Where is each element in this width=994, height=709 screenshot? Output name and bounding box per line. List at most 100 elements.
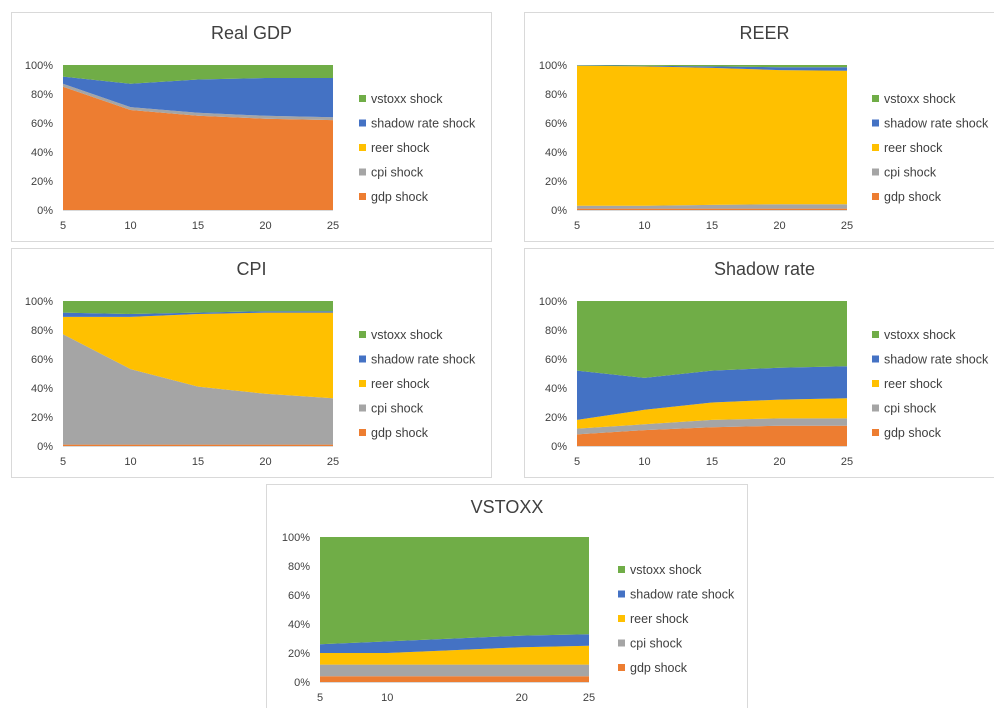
legend-label-vstoxx-shock: vstoxx shock [884, 328, 956, 342]
x-tick-label: 20 [773, 220, 785, 232]
x-tick-label: 5 [60, 220, 66, 232]
legend-swatch-reer-shock [618, 615, 625, 622]
x-tick-label: 5 [317, 692, 323, 704]
y-tick-label: 0% [37, 205, 53, 217]
y-tick-label: 40% [31, 383, 53, 395]
legend-label-shadow-rate-shock: shadow rate shock [884, 353, 989, 367]
y-tick-label: 80% [31, 325, 53, 337]
legend-label-gdp-shock: gdp shock [371, 190, 429, 204]
legend-swatch-reer-shock [872, 144, 879, 151]
area-gdp-shock [577, 208, 847, 210]
x-tick-label: 15 [192, 220, 204, 232]
area-vstoxx-shock [63, 65, 333, 84]
legend: vstoxx shock shadow rate shock reer shock c… [872, 328, 989, 440]
y-tick-label: 0% [551, 441, 567, 453]
y-tick-label: 40% [545, 383, 567, 395]
x-tick-label: 10 [638, 220, 650, 232]
legend-label-vstoxx-shock: vstoxx shock [630, 563, 702, 577]
x-tick-label: 15 [192, 456, 204, 468]
y-tick-label: 80% [31, 89, 53, 101]
x-tick-label: 10 [124, 456, 136, 468]
y-tick-label: 20% [288, 648, 310, 660]
legend-swatch-cpi-shock [872, 168, 879, 176]
area-vstoxx-shock [577, 301, 847, 378]
chart-title: Shadow rate [713, 259, 816, 279]
x-tick-label: 20 [773, 456, 785, 468]
legend-label-shadow-rate-shock: shadow rate shock [371, 353, 476, 367]
x-tick-label: 10 [381, 692, 393, 704]
y-tick-label: 60% [288, 590, 310, 602]
legend-label-shadow-rate-shock: shadow rate shock [630, 588, 735, 602]
area-gdp-shock [320, 676, 589, 682]
y-tick-label: 100% [282, 532, 310, 544]
x-tick-label: 25 [841, 456, 853, 468]
legend-label-cpi-shock: cpi shock [884, 166, 937, 180]
y-tick-label: 60% [545, 354, 567, 366]
legend-label-shadow-rate-shock: shadow rate shock [884, 117, 989, 131]
legend-swatch-gdp-shock [359, 429, 366, 436]
area-shadow-rate-shock [63, 311, 333, 317]
area-cpi-shock [577, 418, 847, 435]
area-cpi-shock [63, 334, 333, 445]
area-cpi-shock [320, 664, 589, 677]
area-gdp-shock [577, 425, 847, 446]
area-shadow-rate-shock [577, 65, 847, 71]
y-tick-label: 60% [31, 354, 53, 366]
area-gdp-shock [63, 86, 333, 210]
y-tick-label: 60% [31, 118, 53, 130]
chart-title: Real GDP [210, 23, 293, 43]
legend-label-cpi-shock: cpi shock [371, 402, 424, 416]
area-reer-shock [577, 65, 847, 206]
area-reer-shock [320, 645, 589, 665]
legend-swatch-reer-shock [359, 380, 366, 387]
legend-label-gdp-shock: gdp shock [630, 661, 688, 675]
legend: vstoxx shock shadow rate shock reer shock c… [359, 328, 476, 440]
legend-swatch-shadow-rate-shock [359, 119, 366, 127]
legend-label-reer-shock: reer shock [371, 141, 430, 155]
legend-label-vstoxx-shock: vstoxx shock [371, 328, 443, 342]
chart-panel-cpi: CPI 0% 20% 40% 60% 80% 100% 5 10 15 20 25 vstoxx sh… [11, 248, 492, 478]
legend-label-cpi-shock: cpi shock [884, 402, 937, 416]
legend-swatch-vstoxx-shock [872, 95, 879, 102]
x-tick-label: 25 [327, 220, 339, 232]
legend-swatch-vstoxx-shock [359, 95, 366, 102]
legend-swatch-shadow-rate-shock [872, 119, 879, 127]
y-tick-label: 80% [545, 89, 567, 101]
chart-title: CPI [236, 259, 267, 279]
y-tick-label: 100% [25, 60, 53, 72]
chart-svg-cpi: 0% 20% 40% 60% 80% 100% 5 10 15 20 25 vstoxx shock s… [25, 296, 476, 468]
legend-label-cpi-shock: cpi shock [630, 637, 683, 651]
chart-title: REER [739, 23, 790, 43]
y-tick-label: 100% [539, 60, 567, 72]
x-tick-label: 10 [638, 456, 650, 468]
y-tick-label: 20% [545, 176, 567, 188]
area-reer-shock [63, 312, 333, 399]
area-shadow-rate-shock [63, 76, 333, 118]
x-tick-label: 5 [574, 220, 580, 232]
area-gdp-shock [63, 444, 333, 446]
legend-swatch-reer-shock [872, 380, 879, 387]
legend-label-vstoxx-shock: vstoxx shock [884, 92, 956, 106]
legend-swatch-cpi-shock [618, 639, 625, 647]
y-tick-label: 80% [288, 561, 310, 573]
x-tick-label: 25 [841, 220, 853, 232]
y-tick-label: 20% [31, 176, 53, 188]
legend-swatch-shadow-rate-shock [618, 590, 625, 598]
legend-swatch-shadow-rate-shock [359, 355, 366, 363]
plot-area [577, 301, 847, 446]
y-tick-label: 0% [37, 441, 53, 453]
legend-swatch-vstoxx-shock [359, 331, 366, 338]
chart-panel-vstoxx: VSTOXX 0% 20% 40% 60% 80% 100% 5 10 20 25 vstoxx s… [266, 484, 748, 708]
legend: vstoxx shock shadow rate shock reer shock c… [872, 92, 989, 204]
y-tick-label: 40% [545, 147, 567, 159]
legend-label-reer-shock: reer shock [884, 377, 943, 391]
area-reer-shock [577, 398, 847, 429]
y-tick-label: 20% [31, 412, 53, 424]
x-tick-label: 15 [706, 220, 718, 232]
legend-label-reer-shock: reer shock [371, 377, 430, 391]
x-tick-label: 25 [327, 456, 339, 468]
plot-area [63, 301, 333, 446]
legend-label-gdp-shock: gdp shock [884, 190, 942, 204]
chart-svg-vstoxx: 0% 20% 40% 60% 80% 100% 5 10 20 25 vstoxx shock sha… [282, 532, 735, 704]
area-shadow-rate-shock [320, 634, 589, 653]
